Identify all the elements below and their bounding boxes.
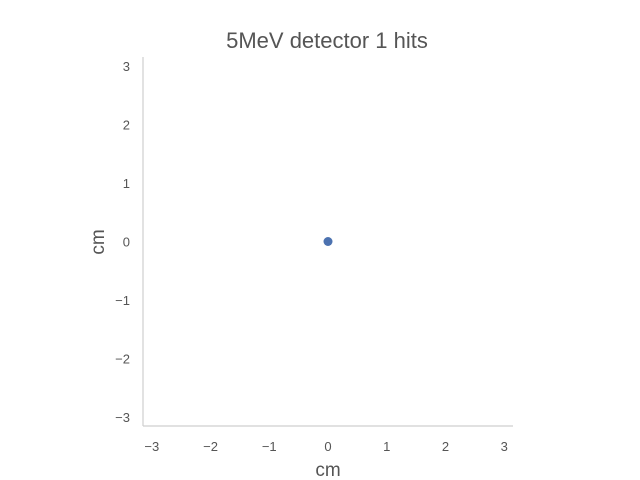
x-tick-labels: −3 −2 −1 0 1 2 3 <box>144 439 507 454</box>
y-tick-label: 0 <box>123 235 130 250</box>
x-tick-label: −2 <box>203 439 218 454</box>
x-tick-label: −1 <box>262 439 277 454</box>
y-axis-label: cm <box>88 229 109 254</box>
y-tick-labels: −3 −2 −1 0 1 2 3 <box>115 59 130 425</box>
chart-title: 5MeV detector 1 hits <box>226 28 428 53</box>
y-tick-label: 2 <box>123 117 130 132</box>
y-tick-label: 1 <box>123 176 130 191</box>
x-tick-label: 3 <box>501 439 508 454</box>
x-tick-label: 2 <box>442 439 449 454</box>
x-tick-label: 1 <box>383 439 390 454</box>
x-axis-label: cm <box>315 460 340 480</box>
y-tick-label: −2 <box>115 352 130 367</box>
y-tick-label: −3 <box>115 410 130 425</box>
y-tick-label: −1 <box>115 293 130 308</box>
data-point <box>323 237 333 246</box>
y-tick-label: 3 <box>123 59 130 74</box>
x-tick-label: 0 <box>324 439 331 454</box>
data-points <box>323 237 333 246</box>
x-tick-label: −3 <box>144 439 159 454</box>
